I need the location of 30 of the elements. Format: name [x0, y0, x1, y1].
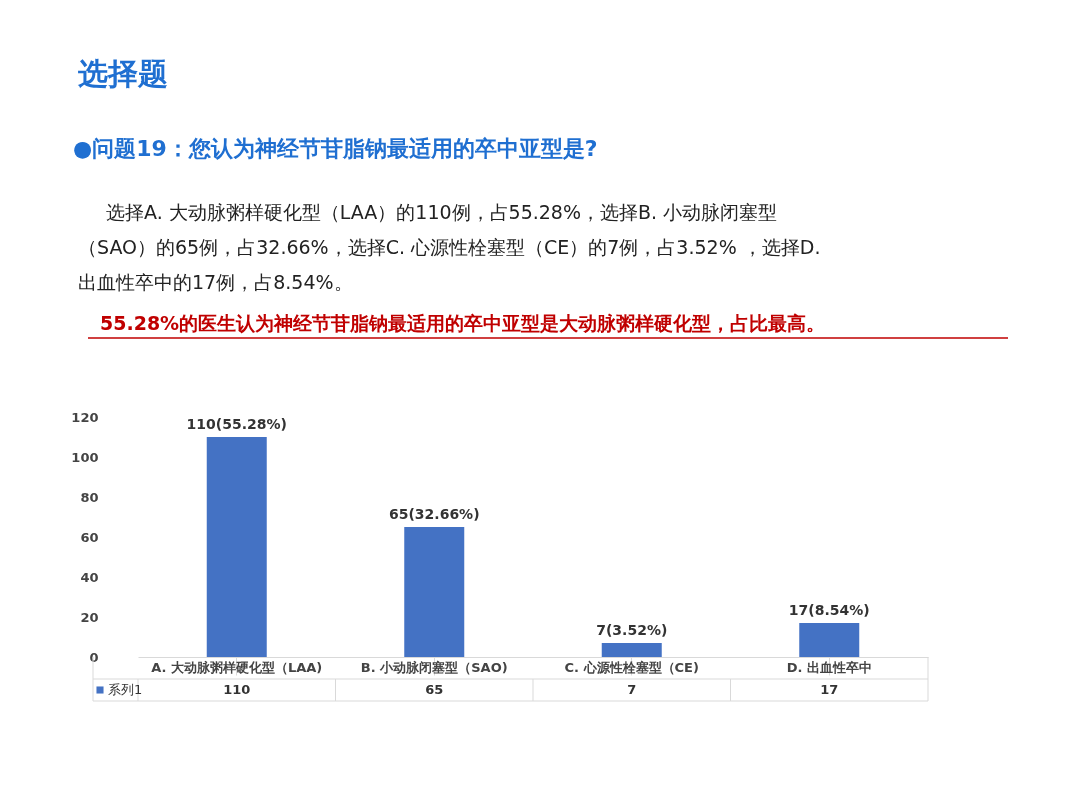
x-tick-label: D. 出血性卒中 — [786, 659, 872, 675]
text: 110(55.28%) — [186, 416, 287, 432]
bar — [799, 623, 860, 657]
text: 65(32.66%) — [388, 506, 480, 522]
text: 选择A. 大动脉粥样硬化型（LAA）的110例，占55.28%，选择B. 小动脉闭塞型 — [106, 201, 778, 223]
chart-subtitle: ●问题19：您认为神经节苷脂钠最适用的卒中亚型是? — [73, 136, 598, 161]
bar — [404, 527, 465, 657]
y-tick-label: 120 — [71, 409, 99, 425]
bar — [601, 643, 662, 657]
bar — [206, 437, 267, 657]
y-tick-label: 40 — [80, 569, 99, 585]
text: 55.28%的医生认为神经节苷脂钠最适用的卒中亚型是大动脉粥样硬化型，占比最高。 — [100, 312, 826, 334]
data-label: 17 — [820, 682, 839, 697]
y-tick-label: 80 — [80, 489, 99, 505]
chart-title: 选择题 — [77, 56, 168, 91]
data-label: 7 — [627, 682, 637, 697]
data-label: 65 — [425, 682, 444, 697]
y-tick-label: 0 — [89, 649, 99, 665]
y-tick-label: 20 — [80, 609, 99, 625]
x-tick-label: B. 小动脉闭塞型（SAO) — [360, 659, 508, 675]
text: 17(8.54%) — [788, 602, 870, 618]
text: 7(3.52%) — [596, 622, 668, 638]
data-label: 110 — [223, 682, 251, 697]
text: （SAO）的65例，占32.66%，选择C. 心源性栓塞型（CE）的7例，占3.52% ，选择D. — [78, 236, 821, 258]
x-tick-label: C. 心源性栓塞型（CE) — [564, 659, 699, 675]
text: 出血性卒中的17例，占8.54%。 — [78, 271, 353, 293]
x-tick-label: A. 大动脉粥样硬化型（LAA) — [151, 659, 323, 675]
y-tick-label: 60 — [80, 529, 99, 545]
legend-label: 系列1 — [108, 682, 143, 697]
y-tick-label: 100 — [71, 449, 99, 465]
